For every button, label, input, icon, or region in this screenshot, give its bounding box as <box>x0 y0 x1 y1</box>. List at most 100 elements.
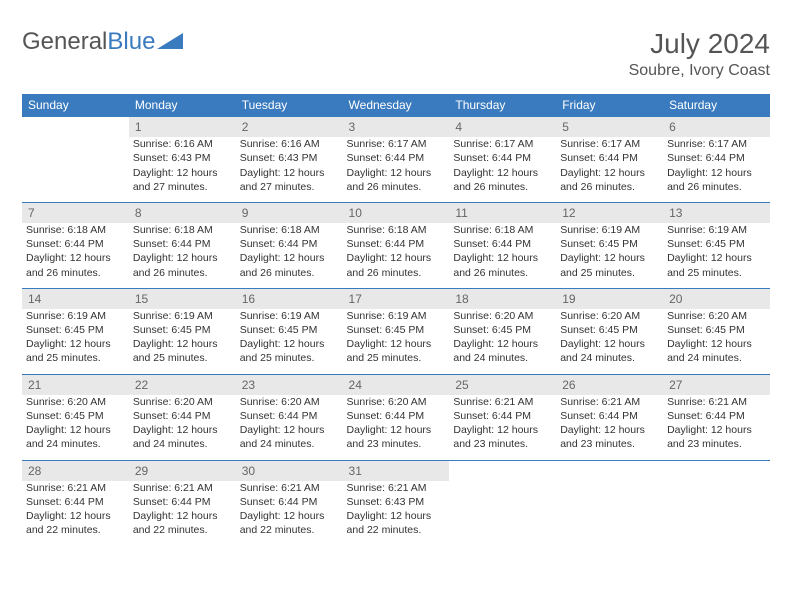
day-number-cell: 12 <box>556 202 663 223</box>
header: GeneralBlue July 2024 Soubre, Ivory Coas… <box>22 28 770 80</box>
day-content-cell: Sunrise: 6:19 AMSunset: 6:45 PMDaylight:… <box>663 223 770 288</box>
sunset-text: Sunset: 6:44 PM <box>560 151 659 165</box>
sunrise-text: Sunrise: 6:16 AM <box>133 137 232 151</box>
daylight-text: Daylight: 12 hours and 26 minutes. <box>667 166 766 194</box>
day-number-cell <box>663 460 770 481</box>
day-content-cell: Sunrise: 6:18 AMSunset: 6:44 PMDaylight:… <box>343 223 450 288</box>
day-number-cell: 23 <box>236 374 343 395</box>
sunrise-text: Sunrise: 6:18 AM <box>26 223 125 237</box>
day-number-cell: 27 <box>663 374 770 395</box>
sunrise-text: Sunrise: 6:19 AM <box>240 309 339 323</box>
day-content-cell: Sunrise: 6:18 AMSunset: 6:44 PMDaylight:… <box>449 223 556 288</box>
sunset-text: Sunset: 6:44 PM <box>133 237 232 251</box>
daylight-text: Daylight: 12 hours and 26 minutes. <box>560 166 659 194</box>
day-content-cell: Sunrise: 6:21 AMSunset: 6:43 PMDaylight:… <box>343 481 450 546</box>
weekday-header: Friday <box>556 94 663 117</box>
daylight-text: Daylight: 12 hours and 26 minutes. <box>26 251 125 279</box>
sunset-text: Sunset: 6:45 PM <box>240 323 339 337</box>
day-content-cell: Sunrise: 6:20 AMSunset: 6:44 PMDaylight:… <box>236 395 343 460</box>
day-content-cell: Sunrise: 6:17 AMSunset: 6:44 PMDaylight:… <box>449 137 556 202</box>
day-number-cell: 3 <box>343 117 450 138</box>
sunrise-text: Sunrise: 6:21 AM <box>560 395 659 409</box>
day-number-cell: 10 <box>343 202 450 223</box>
day-content-cell: Sunrise: 6:21 AMSunset: 6:44 PMDaylight:… <box>236 481 343 546</box>
day-content-cell: Sunrise: 6:20 AMSunset: 6:44 PMDaylight:… <box>343 395 450 460</box>
sunset-text: Sunset: 6:44 PM <box>26 237 125 251</box>
day-content-row: Sunrise: 6:21 AM Sunset: 6:44 PM Daylight:… <box>22 481 770 546</box>
sunset-text: Sunset: 6:43 PM <box>240 151 339 165</box>
day-number-row: 21222324252627 <box>22 374 770 395</box>
calendar-body: 123456Sunrise: 6:16 AMSunset: 6:43 PMDay… <box>22 117 770 546</box>
day-number-cell: 26 <box>556 374 663 395</box>
sunrise-text: Sunrise: 6:21 AM <box>26 481 125 495</box>
sunset-text: Sunset: 6:45 PM <box>26 323 125 337</box>
day-number-cell: 30 <box>236 460 343 481</box>
day-content-row: Sunrise: 6:19 AMSunset: 6:45 PMDaylight:… <box>22 309 770 374</box>
sunrise-text: Sunrise: 6:17 AM <box>667 137 766 151</box>
day-content-cell: Sunrise: 6:18 AMSunset: 6:44 PMDaylight:… <box>22 223 129 288</box>
sunrise-text: Sunrise: 6:21 AM <box>347 481 446 495</box>
sunset-text: Sunset: 6:45 PM <box>347 323 446 337</box>
daylight-text: Daylight: 12 hours and 26 minutes. <box>347 166 446 194</box>
day-number-cell <box>22 117 129 138</box>
day-number-cell <box>556 460 663 481</box>
location-text: Soubre, Ivory Coast <box>629 62 770 80</box>
sunrise-text: Sunrise: 6:16 AM <box>240 137 339 151</box>
day-number-cell: 21 <box>22 374 129 395</box>
sunset-text: Sunset: 6:45 PM <box>560 323 659 337</box>
day-content-cell: Sunrise: 6:16 AMSunset: 6:43 PMDaylight:… <box>236 137 343 202</box>
daylight-text: Daylight: 12 hours and 26 minutes. <box>453 166 552 194</box>
day-content-cell: Sunrise: 6:17 AMSunset: 6:44 PMDaylight:… <box>343 137 450 202</box>
sunset-text: Sunset: 6:44 PM <box>453 151 552 165</box>
day-content-cell: Sunrise: 6:19 AMSunset: 6:45 PMDaylight:… <box>22 309 129 374</box>
day-number-cell: 24 <box>343 374 450 395</box>
day-content-cell: Sunrise: 6:20 AMSunset: 6:45 PMDaylight:… <box>556 309 663 374</box>
sunset-text: Sunset: 6:44 PM <box>560 409 659 423</box>
daylight-text: Daylight: 12 hours and 24 minutes. <box>560 337 659 365</box>
sunset-text: Sunset: 6:45 PM <box>560 237 659 251</box>
sunset-text: Sunset: 6:44 PM <box>347 237 446 251</box>
daylight-text: Daylight: 12 hours and 22 minutes. <box>347 509 446 537</box>
daylight-text: Daylight: 12 hours and 24 minutes. <box>240 423 339 451</box>
day-number-cell: 4 <box>449 117 556 138</box>
day-content-cell <box>663 481 770 546</box>
sunset-text: Sunset: 6:44 PM <box>240 409 339 423</box>
sunset-text: Sunset: 6:44 PM <box>667 151 766 165</box>
weekday-header: Monday <box>129 94 236 117</box>
day-number-cell: 28 <box>22 460 129 481</box>
day-content-cell: Sunrise: 6:21 AMSunset: 6:44 PMDaylight:… <box>556 395 663 460</box>
logo-triangle-icon <box>157 28 183 56</box>
sunrise-text: Sunrise: 6:18 AM <box>347 223 446 237</box>
day-content-cell: Sunrise: 6:18 AMSunset: 6:44 PMDaylight:… <box>236 223 343 288</box>
daylight-text: Daylight: 12 hours and 26 minutes. <box>453 251 552 279</box>
sunrise-text: Sunrise: 6:20 AM <box>347 395 446 409</box>
daylight-text: Daylight: 12 hours and 22 minutes. <box>26 509 125 537</box>
day-content-cell: Sunrise: 6:18 AMSunset: 6:44 PMDaylight:… <box>129 223 236 288</box>
day-content-cell: Sunrise: 6:21 AMSunset: 6:44 PMDaylight:… <box>22 481 129 546</box>
weekday-header: Sunday <box>22 94 129 117</box>
daylight-text: Daylight: 12 hours and 26 minutes. <box>240 251 339 279</box>
title-block: July 2024 Soubre, Ivory Coast <box>629 28 770 80</box>
day-content-cell: Sunrise: 6:17 AMSunset: 6:44 PMDaylight:… <box>556 137 663 202</box>
daylight-text: Daylight: 12 hours and 25 minutes. <box>667 251 766 279</box>
day-content-cell: Sunrise: 6:21 AMSunset: 6:44 PMDaylight:… <box>449 395 556 460</box>
sunrise-text: Sunrise: 6:20 AM <box>667 309 766 323</box>
day-number-cell: 29 <box>129 460 236 481</box>
sunrise-text: Sunrise: 6:18 AM <box>240 223 339 237</box>
sunset-text: Sunset: 6:44 PM <box>667 409 766 423</box>
day-content-cell: Sunrise: 6:20 AMSunset: 6:44 PMDaylight:… <box>129 395 236 460</box>
day-content-cell <box>556 481 663 546</box>
daylight-text: Daylight: 12 hours and 24 minutes. <box>453 337 552 365</box>
sunset-text: Sunset: 6:44 PM <box>133 495 232 509</box>
logo: GeneralBlue <box>22 28 183 56</box>
day-number-cell: 22 <box>129 374 236 395</box>
sunrise-text: Sunrise: 6:18 AM <box>133 223 232 237</box>
day-number-cell <box>449 460 556 481</box>
calendar-table: Sunday Monday Tuesday Wednesday Thursday… <box>22 94 770 545</box>
sunset-text: Sunset: 6:44 PM <box>240 237 339 251</box>
day-content-row: Sunrise: 6:20 AMSunset: 6:45 PMDaylight:… <box>22 395 770 460</box>
daylight-text: Daylight: 12 hours and 23 minutes. <box>560 423 659 451</box>
sunrise-text: Sunrise: 6:19 AM <box>560 223 659 237</box>
sunrise-text: Sunrise: 6:20 AM <box>453 309 552 323</box>
sunrise-text: Sunrise: 6:20 AM <box>133 395 232 409</box>
